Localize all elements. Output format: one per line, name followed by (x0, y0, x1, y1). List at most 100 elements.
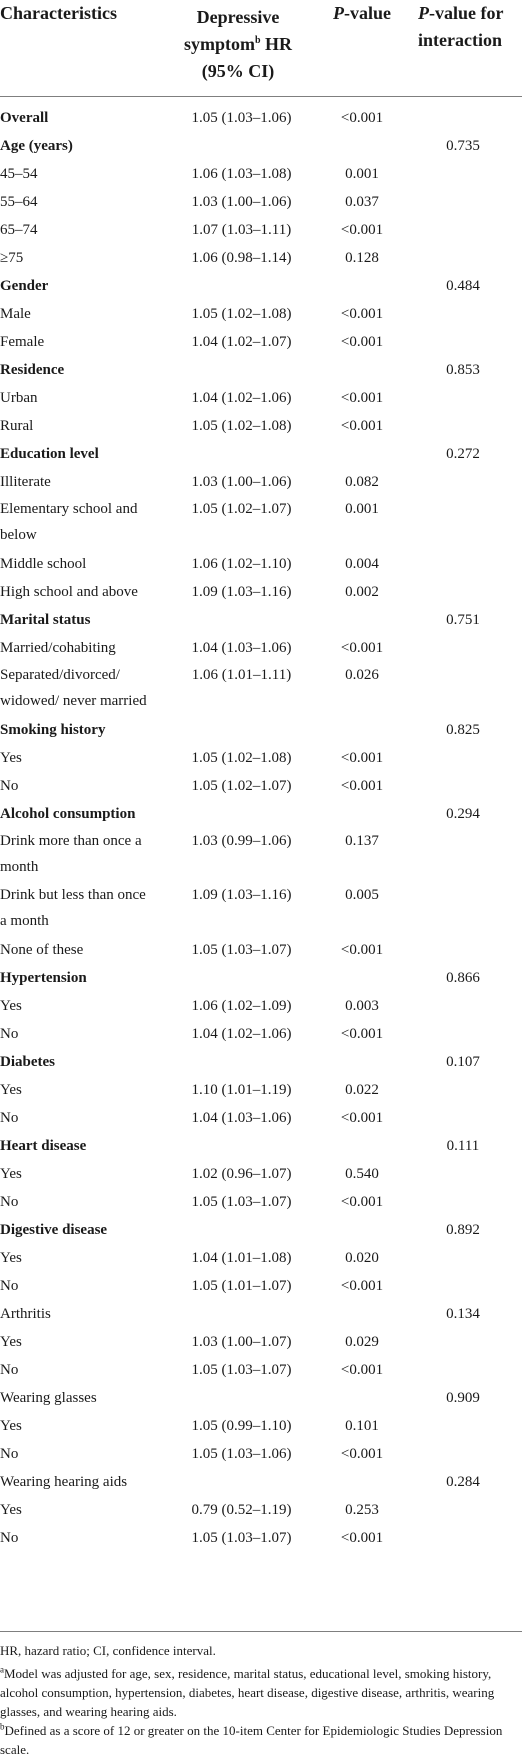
header-hazard-ratio: Depressive symptomb HR (95% CI) (183, 7, 293, 81)
hazard-ratio-cell: 1.05 (0.99–1.10) (191, 1418, 292, 1434)
hazard-ratio-cell: 1.04 (1.01–1.08) (191, 1250, 292, 1266)
hazard-ratio-cell: 1.04 (1.03–1.06) (191, 640, 292, 656)
row-label: Marital status (0, 612, 91, 628)
p-value-cell: <0.001 (340, 1446, 384, 1462)
hazard-ratio-cell: 1.04 (1.03–1.06) (191, 1110, 292, 1126)
table-row: 55–64 1.03 (1.00–1.06) 0.037 (0, 188, 522, 216)
p-interaction-cell: 0.735 (446, 138, 480, 154)
hazard-ratio-cell: 1.02 (0.96–1.07) (191, 1166, 292, 1182)
hazard-ratio-cell: 1.06 (1.01–1.11) (191, 667, 292, 683)
row-label: Illiterate (0, 474, 51, 490)
header-p-interaction: P-value for interaction (418, 3, 504, 50)
p-interaction-cell: 0.825 (446, 722, 480, 738)
p-interaction-cell: 0.751 (446, 612, 480, 628)
row-label: No (0, 1026, 19, 1042)
hazard-ratio-cell: 1.04 (1.02–1.07) (191, 334, 292, 350)
table-row: Arthritis 0.134 (0, 1300, 522, 1328)
p-interaction-cell: 0.107 (446, 1054, 480, 1070)
header-characteristics: Characteristics (0, 3, 117, 23)
row-label: Yes (0, 750, 22, 766)
hazard-ratio-cell: 1.05 (1.02–1.07) (191, 778, 292, 794)
row-label: Wearing hearing aids (0, 1474, 128, 1490)
table-body: Overall 1.05 (1.03–1.06) <0.001 Age (years)… (0, 104, 522, 1552)
row-label: Rural (0, 418, 34, 434)
row-label: Diabetes (0, 1054, 55, 1070)
p-value-cell: 0.001 (345, 166, 379, 182)
hazard-ratio-cell: 1.05 (1.02–1.08) (191, 306, 292, 322)
p-interaction-cell: 0.853 (446, 362, 480, 378)
row-label: Gender (0, 278, 49, 294)
p-value-cell: <0.001 (340, 222, 384, 238)
hazard-ratio-cell: 1.03 (1.00–1.06) (191, 194, 292, 210)
table-row: No 1.04 (1.03–1.06) <0.001 (0, 1104, 522, 1132)
row-label: Urban (0, 390, 38, 406)
table-row: Smoking history 0.825 (0, 716, 522, 744)
table-row: Education level 0.272 (0, 440, 522, 468)
row-label: No (0, 1530, 19, 1546)
row-label: Female (0, 334, 45, 350)
table-row: Yes 1.03 (1.00–1.07) 0.029 (0, 1328, 522, 1356)
row-label: Elementary school and below (0, 501, 138, 543)
hazard-ratio-cell: 1.10 (1.01–1.19) (191, 1082, 292, 1098)
table-row: Male 1.05 (1.02–1.08) <0.001 (0, 300, 522, 328)
p-interaction-cell: 0.909 (446, 1390, 480, 1406)
p-value-cell: <0.001 (340, 1194, 384, 1210)
p-value-cell: 0.004 (345, 556, 379, 572)
p-interaction-cell: 0.111 (446, 1138, 480, 1154)
p-value-cell: <0.001 (340, 1278, 384, 1294)
row-label: Alcohol consumption (0, 806, 136, 822)
p-value-cell: <0.001 (340, 942, 384, 958)
table-row: Yes 0.79 (0.52–1.19) 0.253 (0, 1496, 522, 1524)
hazard-ratio-cell: 1.05 (1.03–1.07) (191, 1362, 292, 1378)
row-label: Heart disease (0, 1138, 87, 1154)
table-row: Hypertension 0.866 (0, 964, 522, 992)
p-value-cell: <0.001 (340, 1530, 384, 1546)
p-value-cell: 0.003 (345, 998, 379, 1014)
p-interaction-cell: 0.284 (446, 1474, 480, 1490)
footnote-b: bDefined as a score of 12 or greater on … (0, 1721, 503, 1757)
hazard-ratio-cell: 1.05 (1.02–1.08) (191, 750, 292, 766)
p-value-cell: 0.020 (345, 1250, 379, 1266)
table-row: Yes 1.04 (1.01–1.08) 0.020 (0, 1244, 522, 1272)
table-row: Urban 1.04 (1.02–1.06) <0.001 (0, 384, 522, 412)
table-row: Drink more than once a month 1.03 (0.99–1.… (0, 828, 522, 882)
hazard-ratio-cell: 1.05 (1.03–1.07) (191, 1194, 292, 1210)
table-row: Residence 0.853 (0, 356, 522, 384)
p-interaction-cell: 0.892 (446, 1222, 480, 1238)
hazard-ratio-cell: 1.06 (1.02–1.09) (191, 998, 292, 1014)
table-row: Rural 1.05 (1.02–1.08) <0.001 (0, 412, 522, 440)
row-label: 55–64 (0, 194, 38, 210)
table-row: Female 1.04 (1.02–1.07) <0.001 (0, 328, 522, 356)
p-interaction-cell: 0.134 (446, 1306, 480, 1322)
table-row: No 1.05 (1.03–1.06) <0.001 (0, 1440, 522, 1468)
p-value-cell: 0.022 (345, 1082, 379, 1098)
p-value-cell: 0.002 (345, 584, 379, 600)
hazard-ratio-cell: 1.09 (1.03–1.16) (191, 584, 292, 600)
hazard-ratio-cell: 1.04 (1.02–1.06) (191, 1026, 292, 1042)
hazard-ratio-cell: 1.05 (1.02–1.07) (191, 501, 292, 517)
hazard-ratio-cell: 1.03 (0.99–1.06) (191, 833, 292, 849)
hazard-ratio-cell: 1.05 (1.02–1.08) (191, 418, 292, 434)
row-label: Age (years) (0, 138, 73, 154)
row-label: Hypertension (0, 970, 87, 986)
row-label: Wearing glasses (0, 1390, 97, 1406)
p-value-cell: <0.001 (340, 640, 384, 656)
table-row: Alcohol consumption 0.294 (0, 800, 522, 828)
p-value-cell: <0.001 (340, 1362, 384, 1378)
p-value-cell: <0.001 (340, 750, 384, 766)
table-row: No 1.05 (1.03–1.07) <0.001 (0, 1356, 522, 1384)
row-label: 45–54 (0, 166, 38, 182)
row-label: None of these (0, 942, 84, 958)
p-value-cell: 0.540 (345, 1166, 379, 1182)
hazard-ratio-cell: 1.05 (1.03–1.07) (191, 942, 292, 958)
p-value-cell: <0.001 (340, 334, 384, 350)
footnote-a: aModel was adjusted for age, sex, reside… (0, 1664, 495, 1719)
table-row: Yes 1.02 (0.96–1.07) 0.540 (0, 1160, 522, 1188)
table-row: Yes 1.05 (0.99–1.10) 0.101 (0, 1412, 522, 1440)
hazard-ratio-cell: 1.05 (1.01–1.07) (191, 1278, 292, 1294)
table-row: High school and above 1.09 (1.03–1.16) 0.0… (0, 578, 522, 606)
table-row: No 1.05 (1.01–1.07) <0.001 (0, 1272, 522, 1300)
table-row: Middle school 1.06 (1.02–1.10) 0.004 (0, 550, 522, 578)
row-label: Yes (0, 1250, 22, 1266)
p-value-cell: 0.026 (345, 667, 379, 683)
